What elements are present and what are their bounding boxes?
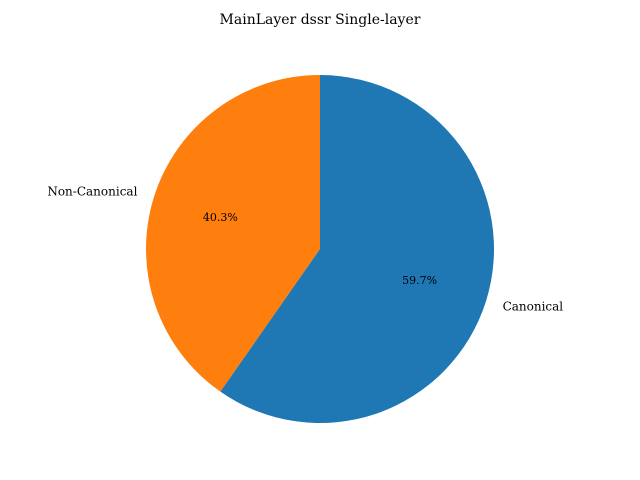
pie-slice-canonical bbox=[220, 75, 495, 424]
slice-percent-canonical: 59.7% bbox=[402, 274, 437, 287]
slice-percent-non-canonical: 40.3% bbox=[203, 211, 238, 224]
slice-label-canonical: Canonical bbox=[503, 299, 564, 313]
chart-title: MainLayer dssr Single-layer bbox=[220, 12, 421, 28]
slice-label-non-canonical: Non-Canonical bbox=[47, 185, 137, 199]
pie-labels: Non-Canonical 40.3% Canonical 59.7% bbox=[47, 185, 563, 314]
pie-slices bbox=[146, 75, 495, 424]
pie-slice-non-canonical bbox=[146, 75, 320, 392]
